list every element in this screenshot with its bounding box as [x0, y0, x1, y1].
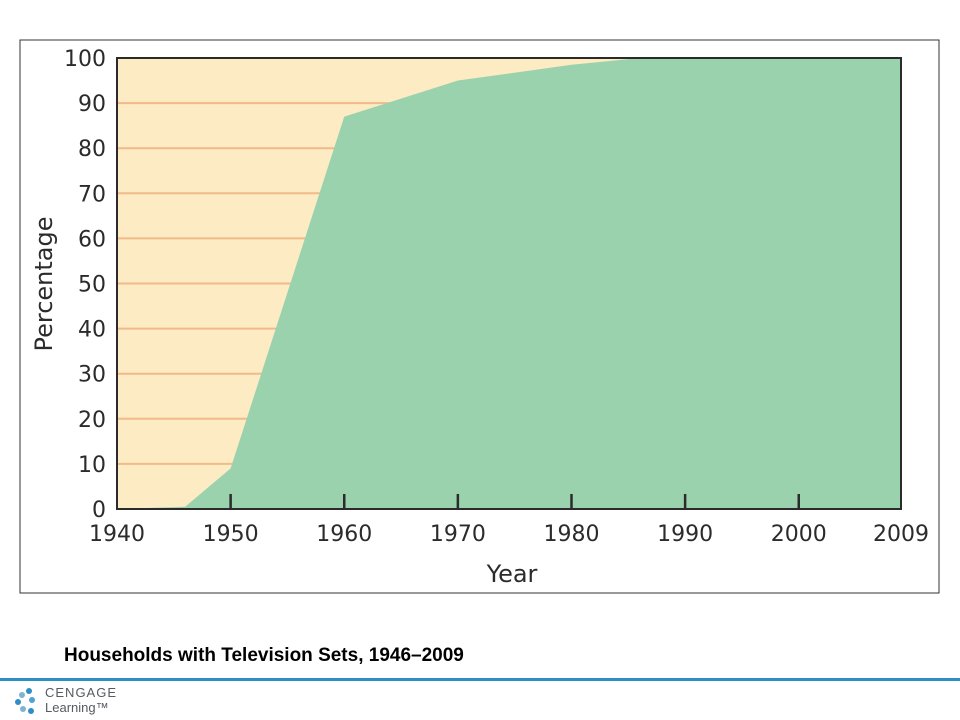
y-tick-label: 50 — [78, 273, 106, 298]
x-axis-title: Year — [486, 560, 538, 588]
footer-rule — [0, 678, 960, 681]
cengage-swirl-icon — [15, 688, 35, 714]
y-tick-label: 40 — [78, 318, 106, 343]
y-tick-label: 0 — [92, 498, 106, 523]
x-tick-label: 1990 — [657, 522, 713, 547]
y-tick-label: 30 — [78, 363, 106, 388]
x-tick-label: 2000 — [771, 522, 827, 547]
x-tick-label: 1940 — [89, 522, 145, 547]
y-tick-label: 60 — [78, 227, 106, 252]
y-tick-label: 100 — [64, 47, 106, 72]
y-axis-title: Percentage — [30, 216, 58, 351]
x-tick-label: 1970 — [430, 522, 486, 547]
logo-text-line2: Learning™ — [45, 700, 109, 715]
y-tick-label: 20 — [78, 408, 106, 433]
x-axis-ticks — [229, 494, 800, 509]
cengage-learning-logo: CENGAGE Learning™ — [14, 684, 154, 718]
y-tick-label: 90 — [78, 92, 106, 117]
area-series — [117, 58, 901, 509]
logo-text-line1: CENGAGE — [45, 685, 118, 700]
y-axis-tick-labels: 0 10 20 30 40 50 60 70 80 90 100 — [64, 47, 106, 523]
x-tick-label: 1980 — [543, 522, 599, 547]
y-tick-label: 70 — [78, 182, 106, 207]
y-tick-label: 80 — [78, 137, 106, 162]
x-axis-tick-labels: 1940 1950 1960 1970 1980 1990 2000 2009 — [89, 522, 929, 547]
x-tick-label: 2009 — [873, 522, 929, 547]
figure-caption: Households with Television Sets, 1946–20… — [64, 645, 464, 666]
x-tick-label: 1950 — [203, 522, 259, 547]
y-tick-label: 10 — [78, 453, 106, 478]
x-tick-label: 1960 — [316, 522, 372, 547]
plot-frame — [116, 57, 902, 510]
